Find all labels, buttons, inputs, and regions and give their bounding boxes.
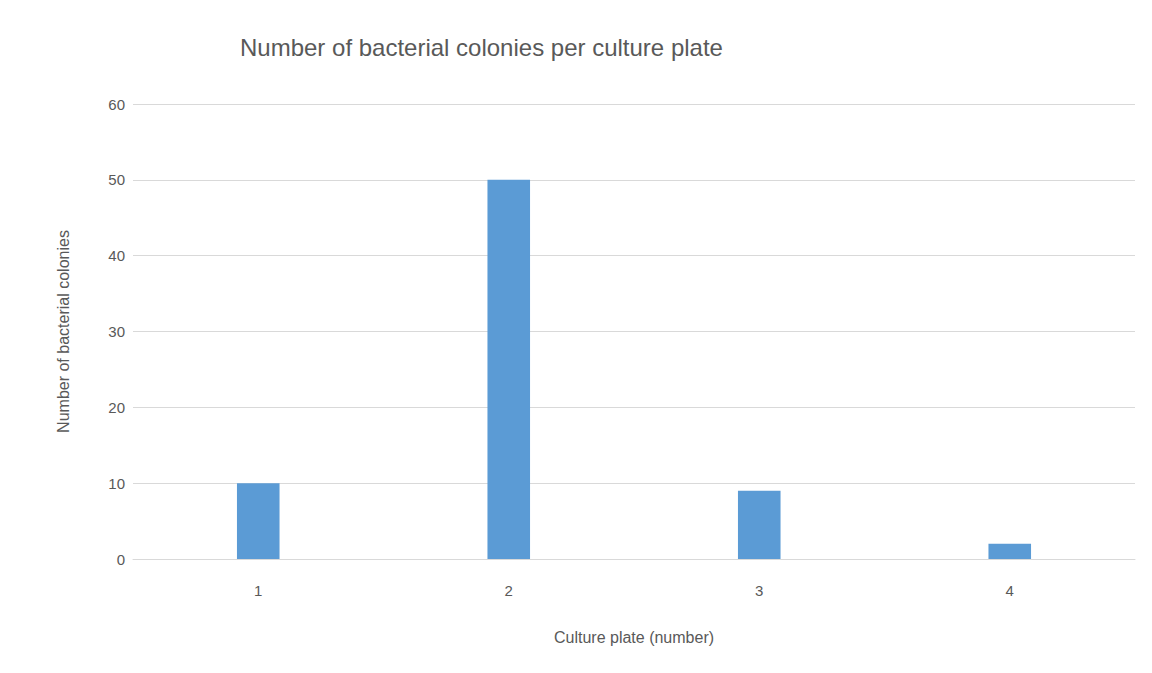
svg-text:Number of bacterial colonies: Number of bacterial colonies <box>55 230 72 433</box>
svg-text:Number of bacterial colonies p: Number of bacterial colonies per culture… <box>240 34 723 61</box>
svg-text:4: 4 <box>1006 582 1014 599</box>
svg-text:10: 10 <box>108 475 125 492</box>
svg-text:20: 20 <box>108 399 125 416</box>
svg-text:Culture plate (number): Culture plate (number) <box>554 629 714 646</box>
svg-text:40: 40 <box>108 247 125 264</box>
svg-text:0: 0 <box>117 551 125 568</box>
svg-text:1: 1 <box>254 582 262 599</box>
svg-text:3: 3 <box>755 582 763 599</box>
svg-text:30: 30 <box>108 323 125 340</box>
svg-text:2: 2 <box>505 582 513 599</box>
svg-text:60: 60 <box>108 96 125 113</box>
svg-text:50: 50 <box>108 171 125 188</box>
